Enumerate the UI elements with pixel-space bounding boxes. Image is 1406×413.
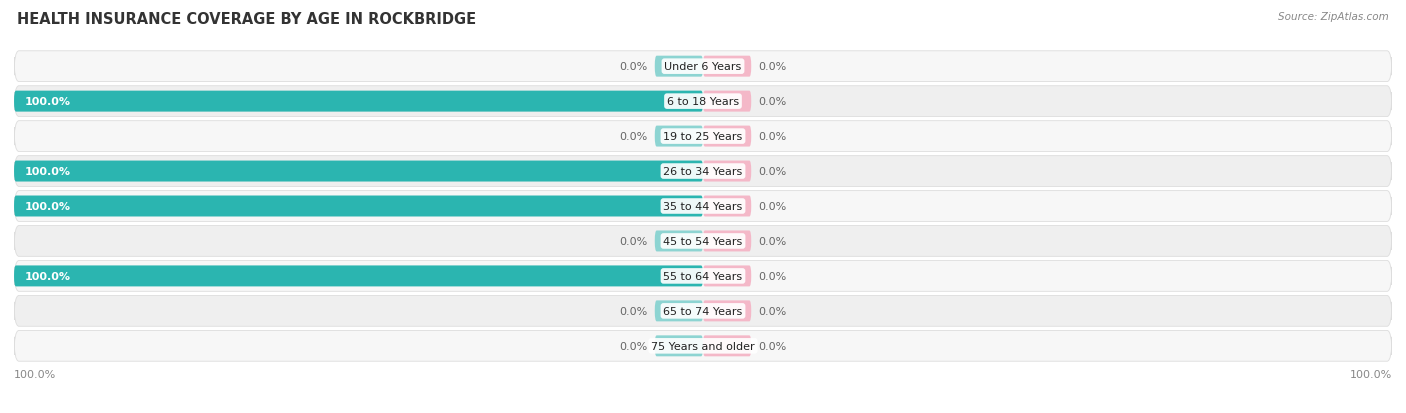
FancyBboxPatch shape xyxy=(14,87,1392,117)
Text: 100.0%: 100.0% xyxy=(24,166,70,177)
Text: 0.0%: 0.0% xyxy=(758,306,786,316)
Text: 55 to 64 Years: 55 to 64 Years xyxy=(664,271,742,281)
Text: 0.0%: 0.0% xyxy=(620,236,648,247)
Text: Source: ZipAtlas.com: Source: ZipAtlas.com xyxy=(1278,12,1389,22)
Text: 100.0%: 100.0% xyxy=(24,271,70,281)
FancyBboxPatch shape xyxy=(14,121,1392,152)
Text: HEALTH INSURANCE COVERAGE BY AGE IN ROCKBRIDGE: HEALTH INSURANCE COVERAGE BY AGE IN ROCK… xyxy=(17,12,477,27)
FancyBboxPatch shape xyxy=(703,196,751,217)
FancyBboxPatch shape xyxy=(655,335,703,356)
FancyBboxPatch shape xyxy=(655,57,703,78)
Text: 0.0%: 0.0% xyxy=(758,97,786,107)
Text: 100.0%: 100.0% xyxy=(14,369,56,379)
FancyBboxPatch shape xyxy=(14,196,703,217)
Text: 100.0%: 100.0% xyxy=(24,97,70,107)
FancyBboxPatch shape xyxy=(14,91,703,112)
Text: 6 to 18 Years: 6 to 18 Years xyxy=(666,97,740,107)
FancyBboxPatch shape xyxy=(14,191,1392,222)
FancyBboxPatch shape xyxy=(14,156,1392,187)
FancyBboxPatch shape xyxy=(703,335,751,356)
FancyBboxPatch shape xyxy=(703,91,751,112)
Text: 45 to 54 Years: 45 to 54 Years xyxy=(664,236,742,247)
Text: Under 6 Years: Under 6 Years xyxy=(665,62,741,72)
Text: 0.0%: 0.0% xyxy=(758,236,786,247)
FancyBboxPatch shape xyxy=(14,296,1392,326)
FancyBboxPatch shape xyxy=(703,231,751,252)
Text: 65 to 74 Years: 65 to 74 Years xyxy=(664,306,742,316)
FancyBboxPatch shape xyxy=(14,52,1392,82)
FancyBboxPatch shape xyxy=(14,226,1392,257)
FancyBboxPatch shape xyxy=(703,161,751,182)
FancyBboxPatch shape xyxy=(703,266,751,287)
Text: 0.0%: 0.0% xyxy=(758,132,786,142)
Text: 0.0%: 0.0% xyxy=(758,271,786,281)
FancyBboxPatch shape xyxy=(655,301,703,322)
FancyBboxPatch shape xyxy=(703,57,751,78)
FancyBboxPatch shape xyxy=(14,161,703,182)
Text: 0.0%: 0.0% xyxy=(620,306,648,316)
FancyBboxPatch shape xyxy=(703,126,751,147)
Text: 0.0%: 0.0% xyxy=(758,62,786,72)
Text: 19 to 25 Years: 19 to 25 Years xyxy=(664,132,742,142)
FancyBboxPatch shape xyxy=(655,231,703,252)
FancyBboxPatch shape xyxy=(14,266,703,287)
Text: 0.0%: 0.0% xyxy=(758,166,786,177)
FancyBboxPatch shape xyxy=(14,261,1392,292)
Text: 0.0%: 0.0% xyxy=(620,132,648,142)
FancyBboxPatch shape xyxy=(655,126,703,147)
Text: 0.0%: 0.0% xyxy=(620,62,648,72)
Text: 75 Years and older: 75 Years and older xyxy=(651,341,755,351)
Text: 0.0%: 0.0% xyxy=(758,341,786,351)
Text: 0.0%: 0.0% xyxy=(758,202,786,211)
Text: 100.0%: 100.0% xyxy=(24,202,70,211)
Text: 100.0%: 100.0% xyxy=(1350,369,1392,379)
Text: 35 to 44 Years: 35 to 44 Years xyxy=(664,202,742,211)
FancyBboxPatch shape xyxy=(14,331,1392,361)
Text: 26 to 34 Years: 26 to 34 Years xyxy=(664,166,742,177)
FancyBboxPatch shape xyxy=(703,301,751,322)
Text: 0.0%: 0.0% xyxy=(620,341,648,351)
